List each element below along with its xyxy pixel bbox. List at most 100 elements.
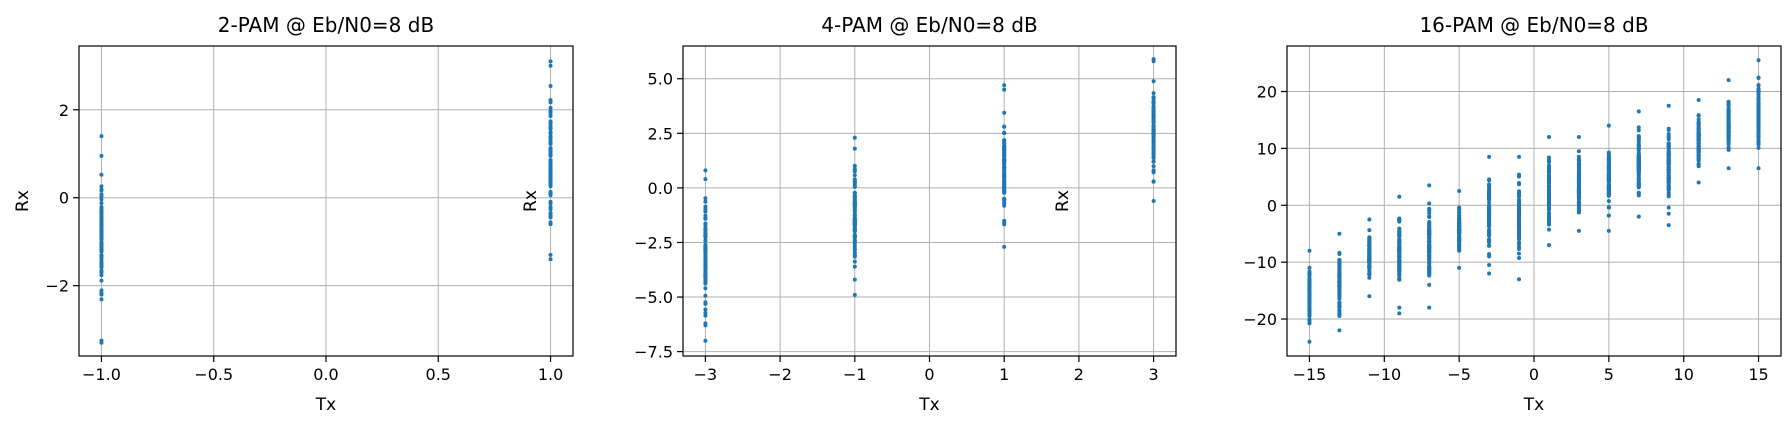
data-point [1307,305,1312,310]
data-point [1546,222,1551,227]
data-point [548,211,553,216]
data-point [1151,91,1156,96]
chart-title: 2-PAM @ Eb/N0=8 dB [218,13,434,37]
data-point [99,211,104,216]
data-point [1457,205,1462,210]
data-point [852,209,857,214]
data-point [1576,204,1581,209]
data-point [1367,244,1372,249]
data-point [1307,321,1312,326]
data-point [1636,163,1641,168]
data-point [1002,131,1007,136]
data-point [548,160,553,165]
data-point [1666,132,1671,137]
data-point [852,194,857,199]
data-point [1002,182,1007,187]
x-tick-label: 1.0 [538,365,563,384]
data-point [548,105,553,110]
data-point [548,113,553,118]
data-point [1696,180,1701,185]
data-point [1576,188,1581,193]
data-point [1726,166,1731,171]
data-point [1427,183,1432,188]
data-point [548,201,553,206]
y-tick-label: 0.0 [648,179,673,198]
data-point [1756,140,1761,145]
data-point [1576,178,1581,183]
data-point [1546,215,1551,220]
data-point [852,163,857,168]
data-point [1487,252,1492,257]
data-point [1546,188,1551,193]
data-point [1337,291,1342,296]
data-point [1666,211,1671,216]
data-point [1151,159,1156,164]
data-point [1666,180,1671,185]
data-point [1546,168,1551,173]
data-point [1307,339,1312,344]
data-point [1576,135,1581,140]
data-point [703,168,708,173]
data-point [1666,149,1671,154]
data-point [852,135,857,140]
data-point [1307,291,1312,296]
data-point [852,227,857,232]
y-tick-label: −2 [45,277,69,296]
y-tick-label: −2.5 [634,233,673,252]
data-point [1307,265,1312,270]
data-point [1636,146,1641,151]
data-point [1151,111,1156,116]
data-point [1307,317,1312,322]
data-point [703,286,708,291]
y-tick-label: 2.5 [648,124,673,143]
data-point [1517,213,1522,218]
data-point [1546,198,1551,203]
data-point [99,262,104,267]
data-point [548,141,553,146]
data-point [1756,58,1761,63]
data-point [1337,311,1342,316]
data-point [1487,196,1492,201]
data-point [1606,153,1611,158]
data-point [99,278,104,283]
y-axis-label: Rx [521,190,541,212]
data-point [1367,240,1372,245]
data-point [852,259,857,264]
data-point [1487,205,1492,210]
data-point [1427,282,1432,287]
data-point [548,83,553,88]
data-point [1151,151,1156,156]
y-tick-label: −7.5 [634,343,673,362]
data-point [852,264,857,269]
data-point [1337,280,1342,285]
data-point [1002,172,1007,177]
data-point [1666,188,1671,193]
data-point [1457,224,1462,229]
scatter-points [1307,58,1761,344]
data-point [1606,213,1611,218]
x-tick-label: 5 [1604,365,1614,384]
data-point [1666,103,1671,108]
x-tick-label: 3 [1148,365,1158,384]
data-point [852,206,857,211]
data-point [548,165,553,170]
data-point [1337,260,1342,265]
y-tick-label: −5.0 [634,288,673,307]
x-tick-label: 15 [1748,365,1768,384]
data-point [1546,227,1551,232]
data-point [1427,226,1432,231]
data-point [1487,232,1492,237]
data-point [1636,109,1641,114]
y-tick-label: 20 [1257,83,1277,102]
data-point [1151,132,1156,137]
data-point [548,153,553,158]
data-point [1427,264,1432,269]
y-axis-label: Rx [1053,190,1073,212]
data-point [1151,95,1156,100]
data-point [1696,127,1701,132]
data-point [1726,132,1731,137]
data-point [1696,162,1701,167]
data-point [1427,267,1432,272]
x-tick-label: 0.5 [426,365,451,384]
x-tick-label: 1 [999,365,1009,384]
